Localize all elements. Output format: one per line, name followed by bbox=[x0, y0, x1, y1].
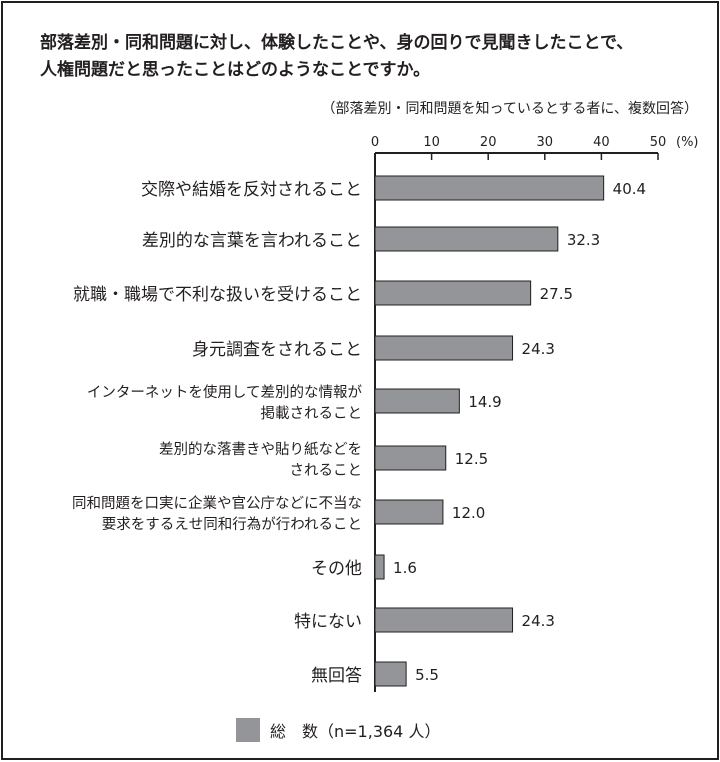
legend: 総 数（n=1,364 人） bbox=[236, 718, 440, 742]
category-label: インターネットを使用して差別的な情報が bbox=[87, 384, 363, 401]
category-label: 差別的な落書きや貼り紙などを bbox=[159, 441, 362, 458]
data-label: 14.9 bbox=[468, 393, 501, 411]
bar bbox=[374, 226, 559, 252]
data-label: 32.3 bbox=[567, 231, 600, 249]
category-label: 差別的な言葉を言われること bbox=[142, 231, 362, 251]
category-label: 就職・職場で不利な扱いを受けること bbox=[73, 285, 362, 305]
bar bbox=[374, 554, 385, 580]
category-label: 同和問題を口実に企業や官公庁などに不当な bbox=[72, 494, 362, 512]
data-label: 24.3 bbox=[522, 612, 555, 630]
category-label: 無回答 bbox=[311, 666, 362, 686]
chart-title: 部落差別・同和問題に対し、体験したことや、身の回りで見聞きしたことで、 人権問題… bbox=[40, 30, 633, 84]
bar bbox=[374, 499, 444, 525]
bar bbox=[374, 335, 514, 361]
bar bbox=[374, 607, 514, 633]
data-label: 12.5 bbox=[455, 450, 488, 468]
data-label: 27.5 bbox=[540, 285, 573, 303]
category-label: 要求をするえせ同和行為が行われること bbox=[102, 516, 362, 533]
bar bbox=[374, 280, 532, 306]
bar bbox=[374, 388, 460, 414]
data-label: 5.5 bbox=[415, 666, 439, 684]
x-tick-label: 20 bbox=[480, 135, 497, 150]
x-tick-label: 40 bbox=[593, 135, 610, 150]
x-tick-label: 50 bbox=[650, 135, 667, 150]
x-tick-label: 10 bbox=[423, 135, 440, 150]
category-label: 掲載されること bbox=[261, 405, 363, 422]
category-label: 特にない bbox=[294, 612, 362, 632]
x-tick-label: 0 bbox=[371, 135, 379, 150]
category-label: されること bbox=[290, 462, 363, 479]
category-label: 交際や結婚を反対されること bbox=[141, 180, 362, 200]
data-label: 24.3 bbox=[522, 340, 555, 358]
bar bbox=[374, 175, 605, 201]
legend-label: 総 数（n=1,364 人） bbox=[270, 722, 441, 741]
data-label: 12.0 bbox=[452, 504, 485, 522]
bar bbox=[374, 661, 407, 687]
x-axis-unit: (%) bbox=[676, 135, 699, 150]
chart-subtitle: （部落差別・同和問題を知っているとする者に、複数回答） bbox=[321, 101, 698, 117]
category-label: その他 bbox=[311, 559, 362, 579]
title-line-1: 部落差別・同和問題に対し、体験したことや、身の回りで見聞きしたことで、 bbox=[40, 33, 634, 53]
data-label: 1.6 bbox=[393, 559, 417, 577]
title-line-2: 人権問題だと思ったことはどのようなことですか。 bbox=[40, 60, 431, 80]
category-label: 身元調査をされること bbox=[192, 340, 362, 360]
bar bbox=[374, 445, 447, 471]
data-label: 40.4 bbox=[613, 180, 646, 198]
x-tick-label: 30 bbox=[537, 135, 554, 150]
legend-swatch bbox=[236, 718, 260, 742]
